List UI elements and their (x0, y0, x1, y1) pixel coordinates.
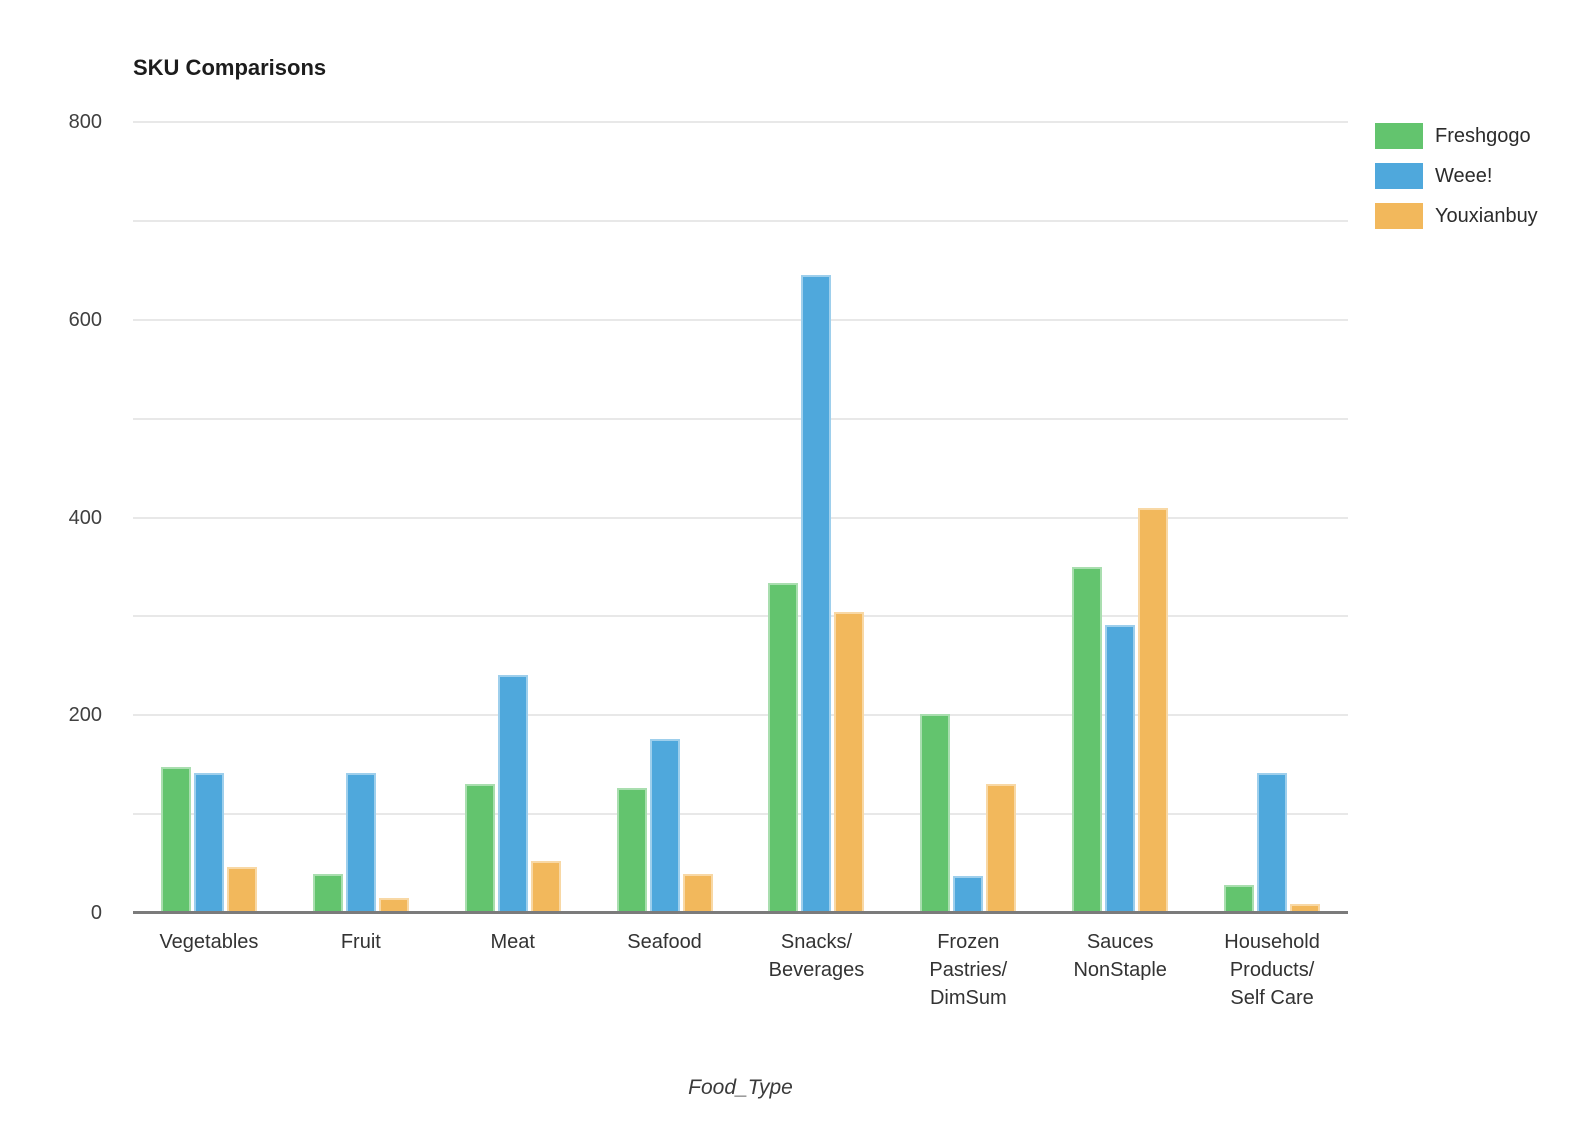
bar-youxianbuy-1 (226, 866, 257, 913)
legend-label: Freshgogo (1435, 124, 1531, 147)
bar-weee-6 (953, 876, 984, 913)
y-tick-label-800: 800 (68, 111, 102, 133)
y-tick-label-0: 0 (90, 902, 102, 924)
bar-weee-8 (1257, 772, 1288, 913)
x-axis-title: Food_Type (688, 1076, 793, 1099)
y-tick-label-200: 200 (68, 704, 102, 727)
bar-group-snacks-beverages (741, 275, 893, 913)
bar-group-sauces-nonstaple (1044, 507, 1196, 913)
bar-group-meat (437, 674, 589, 913)
x-category-label-3: Meat (490, 931, 535, 953)
y-tick-label-400: 400 (68, 506, 102, 529)
bar-group-frozen-pastries-dimsum (892, 714, 1044, 913)
bar-freshgogo-7 (1072, 566, 1103, 913)
gridline-100 (133, 813, 1348, 816)
gridline-800 (133, 121, 1348, 123)
x-category-label-8: Household Products/ Self Care (1224, 931, 1320, 1009)
x-category-label-7: Sauces NonStaple (1073, 931, 1167, 981)
y-tick-label-600: 600 (68, 308, 102, 331)
gridline-500 (133, 417, 1348, 420)
bar-freshgogo-6 (920, 714, 951, 913)
bar-group-fruit (285, 772, 437, 913)
x-axis-line (133, 911, 1348, 914)
legend-item-youxianbuy: Youxianbuy (1375, 203, 1538, 229)
legend-item-freshgogo: Freshgogo (1375, 123, 1538, 149)
bar-freshgogo-2 (312, 874, 343, 913)
bar-freshgogo-4 (616, 788, 647, 913)
gridline-600 (133, 318, 1348, 321)
legend-swatch-icon (1375, 203, 1423, 229)
bar-groups (133, 122, 1348, 913)
bar-weee-4 (649, 738, 680, 913)
bar-group-seafood (589, 738, 741, 913)
x-category-label-1: Vegetables (159, 931, 259, 953)
bar-weee-3 (497, 674, 528, 913)
bar-weee-2 (345, 772, 376, 913)
gridline-400 (133, 516, 1348, 519)
bar-weee-5 (801, 275, 832, 913)
x-category-label-5: Snacks/ Beverages (768, 931, 865, 981)
chart-title: SKU Comparisons (133, 55, 327, 80)
bar-youxianbuy-3 (530, 860, 561, 913)
gridline-300 (133, 615, 1348, 618)
bar-freshgogo-8 (1224, 885, 1255, 913)
bar-freshgogo-1 (160, 766, 191, 913)
bar-group-vegetables (133, 766, 285, 913)
bar-weee-1 (193, 772, 224, 913)
bar-weee-7 (1105, 625, 1136, 913)
bar-group-household-products-self-care (1196, 772, 1348, 913)
bar-freshgogo-3 (464, 784, 495, 913)
legend-label: Weee! (1435, 164, 1493, 187)
legend-swatch-icon (1375, 163, 1423, 189)
bar-youxianbuy-7 (1138, 507, 1169, 913)
legend-label: Youxianbuy (1435, 204, 1538, 227)
bar-freshgogo-5 (768, 582, 799, 913)
bar-youxianbuy-6 (986, 784, 1017, 913)
legend-item-weee: Weee! (1375, 163, 1538, 189)
bar-youxianbuy-4 (682, 874, 713, 913)
x-axis-category-labels: Vegetables Fruit Meat Seafood Snacks/ Bevera… (133, 928, 1348, 1012)
gridline-700 (133, 219, 1348, 222)
legend: Freshgogo Weee! Youxianbuy (1375, 123, 1538, 229)
gridline-200 (133, 714, 1348, 717)
plot-area (133, 121, 1348, 914)
bar-youxianbuy-5 (834, 612, 865, 913)
x-category-label-2: Fruit (340, 931, 381, 953)
x-category-label-4: Seafood (627, 931, 702, 953)
x-category-label-6: Frozen Pastries/ DimSum (929, 931, 1008, 1009)
legend-swatch-icon (1375, 123, 1423, 149)
